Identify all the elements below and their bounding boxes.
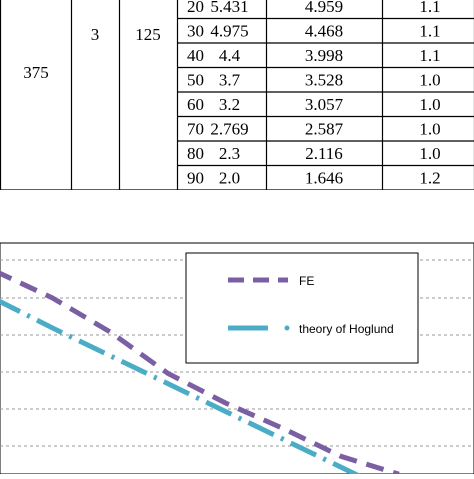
table-cell-a: 50	[187, 71, 204, 90]
table-cell-b: 2.3	[219, 144, 240, 163]
table-cell-c: 3.998	[305, 46, 343, 65]
table-cell-a: 70	[187, 120, 204, 139]
table-cell-a: 90	[187, 169, 204, 188]
table-cell-b: 3.2	[219, 95, 240, 114]
group-cell-col3: 125	[135, 25, 161, 44]
group-cell-col1: 375	[23, 63, 49, 82]
table-cell-a: 80	[187, 144, 204, 163]
chart-svg: FE theory of Hoglund	[0, 238, 474, 474]
table-cell-c: 2.116	[305, 144, 343, 163]
table-cell-c: 4.959	[305, 0, 343, 16]
comparison-chart: FE theory of Hoglund	[0, 238, 474, 474]
table-cell-d: 1.0	[419, 95, 440, 114]
table-cell-b: 5.431	[210, 0, 248, 16]
table-cell-d: 1.0	[419, 144, 440, 163]
table-cell-a: 20	[187, 0, 204, 16]
table-cell-c: 2.587	[305, 120, 344, 139]
table-cell-b: 4.975	[210, 22, 248, 41]
table-cell-a: 30	[187, 22, 204, 41]
table-cell-a: 60	[187, 95, 204, 114]
legend-label-fe: FE	[299, 274, 314, 288]
table-cell-d: 1.1	[419, 22, 440, 41]
table-cell-b: 2.769	[210, 120, 248, 139]
table-cell-b: 3.7	[219, 71, 241, 90]
table-cell-c: 3.057	[305, 95, 344, 114]
table-cell-a: 40	[187, 46, 204, 65]
table-cell-d: 1.0	[419, 120, 440, 139]
legend-label-hoglund: theory of Hoglund	[299, 322, 394, 336]
table-cell-d: 1.1	[419, 0, 440, 16]
results-table-grid: 375 3 125 20 5.431 4.959 1.1 30 4.975 4.468 1.1…	[0, 0, 474, 190]
table-rows: 20 5.431 4.959 1.1 30 4.975 4.468 1.1 40 4.4 3.998…	[187, 0, 441, 188]
table-cell-b: 4.4	[219, 46, 241, 65]
table-cell-c: 4.468	[305, 22, 343, 41]
legend: FE theory of Hoglund	[186, 253, 418, 363]
group-cell-col2: 3	[91, 25, 100, 44]
table-cell-d: 1.0	[419, 71, 440, 90]
results-table: 375 3 125 20 5.431 4.959 1.1 30 4.975 4.468 1.1…	[0, 0, 474, 190]
table-cell-b: 2.0	[219, 169, 240, 188]
table-cell-d: 1.1	[419, 46, 440, 65]
legend-box	[186, 253, 418, 363]
legend-swatch-hoglund-dot	[285, 326, 290, 331]
table-cell-c: 3.528	[305, 71, 343, 90]
table-cell-d: 1.2	[419, 169, 440, 188]
table-cell-c: 1.646	[305, 169, 343, 188]
